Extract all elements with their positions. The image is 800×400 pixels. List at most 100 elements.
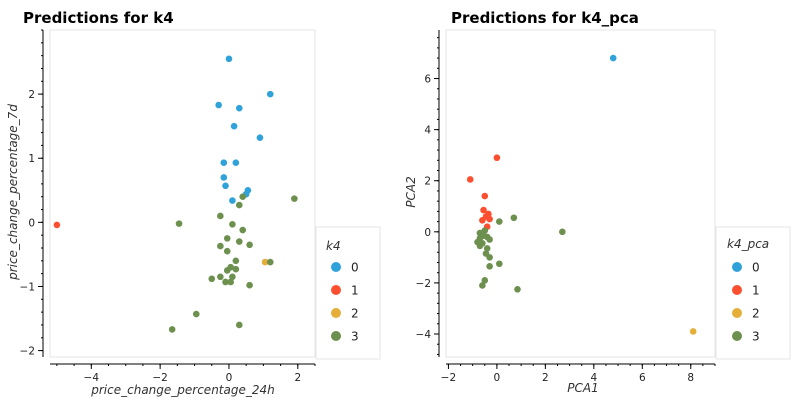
legend-item-2[interactable]: 2: [331, 307, 359, 321]
legend-item-3[interactable]: 3: [732, 330, 760, 344]
data-point-cluster-3[interactable]: [229, 273, 236, 281]
data-point-cluster-3[interactable]: [223, 235, 231, 242]
legend-label: 0: [351, 261, 359, 275]
data-point-cluster-3[interactable]: [223, 247, 231, 255]
data-point-cluster-3[interactable]: [486, 254, 493, 261]
legend-swatch: [732, 308, 742, 318]
data-point-cluster-0[interactable]: [609, 54, 617, 62]
plot-area[interactable]: [49, 29, 316, 358]
data-point-cluster-3[interactable]: [496, 218, 503, 225]
data-point-cluster-3[interactable]: [481, 227, 489, 234]
x-tick-label: −4: [84, 372, 100, 384]
legend-item-2[interactable]: 2: [732, 307, 760, 321]
y-tick-label: −2: [20, 346, 35, 358]
legend-item-1[interactable]: 1: [331, 284, 359, 298]
data-point-cluster-3[interactable]: [217, 242, 224, 250]
legend-item-0[interactable]: 0: [732, 261, 760, 275]
data-point-cluster-3[interactable]: [208, 275, 216, 283]
data-point-cluster-0[interactable]: [235, 104, 243, 112]
data-point-cluster-3[interactable]: [476, 242, 484, 250]
data-point-cluster-0[interactable]: [230, 122, 238, 130]
y-tick-label: −2: [416, 278, 431, 290]
legend-label: 1: [351, 284, 359, 298]
data-point-cluster-1[interactable]: [53, 221, 61, 229]
data-point-cluster-3[interactable]: [168, 326, 176, 333]
data-point-cluster-3[interactable]: [486, 263, 493, 270]
data-point-cluster-3[interactable]: [175, 220, 183, 227]
x-tick-label: 2: [294, 372, 301, 384]
data-point-cluster-1[interactable]: [486, 215, 493, 223]
data-point-cluster-0[interactable]: [256, 134, 264, 142]
x-tick-label: −2: [441, 372, 456, 384]
data-point-cluster-1[interactable]: [480, 206, 487, 214]
data-point-cluster-3[interactable]: [559, 228, 566, 236]
data-point-cluster-0[interactable]: [225, 55, 233, 63]
data-point-cluster-3[interactable]: [223, 267, 231, 274]
scatter-plot-k4-pca: Predictions for k4_pca PCA1 PCA2 k4_pca …: [404, 9, 791, 395]
legend-label: 3: [752, 330, 760, 344]
data-point-cluster-3[interactable]: [235, 238, 243, 245]
data-point-cluster-3[interactable]: [246, 281, 253, 289]
x-tick-label: 2: [542, 372, 549, 384]
data-point-cluster-0[interactable]: [222, 182, 229, 190]
data-point-cluster-3[interactable]: [496, 260, 503, 268]
data-point-cluster-3[interactable]: [510, 214, 518, 222]
legend-label: 3: [351, 330, 359, 344]
y-tick-label: −4: [416, 329, 432, 341]
data-point-cluster-0[interactable]: [220, 174, 228, 181]
data-point-cluster-3[interactable]: [246, 241, 253, 249]
data-point-cluster-3[interactable]: [291, 195, 298, 202]
data-point-cluster-3[interactable]: [514, 286, 521, 293]
data-point-cluster-3[interactable]: [266, 258, 274, 266]
x-tick-label: 0: [494, 372, 501, 384]
data-point-cluster-1[interactable]: [481, 192, 489, 200]
data-point-cluster-0[interactable]: [232, 159, 240, 167]
data-point-cluster-3[interactable]: [481, 277, 489, 284]
data-point-cluster-3[interactable]: [239, 226, 247, 234]
legend-label: 2: [351, 307, 359, 321]
data-point-cluster-3[interactable]: [232, 257, 240, 265]
data-point-cluster-1[interactable]: [479, 217, 486, 224]
data-point-cluster-3[interactable]: [479, 282, 486, 289]
y-tick-label: 1: [28, 153, 35, 165]
plot-frame: [49, 29, 316, 358]
data-point-cluster-3[interactable]: [217, 212, 224, 220]
data-point-cluster-3[interactable]: [232, 265, 240, 273]
data-point-cluster-1[interactable]: [493, 154, 501, 162]
data-point-cluster-0[interactable]: [215, 101, 222, 109]
legend-item-1[interactable]: 1: [732, 284, 760, 298]
data-point-cluster-3[interactable]: [483, 245, 491, 252]
legend-swatch: [732, 331, 742, 341]
y-tick-label: −1: [20, 281, 35, 293]
data-point-cluster-2[interactable]: [689, 328, 697, 335]
data-point-cluster-3[interactable]: [235, 321, 243, 329]
legend: k4 0 1 2 3: [315, 226, 381, 360]
data-point-cluster-2[interactable]: [261, 258, 269, 266]
plot-area[interactable]: [445, 29, 716, 358]
data-point-cluster-3[interactable]: [235, 201, 243, 209]
data-point-cluster-3[interactable]: [229, 220, 236, 228]
data-point-cluster-0[interactable]: [266, 90, 274, 98]
y-tick-label: 0: [28, 217, 35, 229]
y-tick-label: 0: [424, 227, 431, 239]
data-point-cluster-1[interactable]: [466, 176, 474, 183]
data-point-cluster-3[interactable]: [217, 273, 224, 281]
data-point-cluster-0[interactable]: [220, 159, 228, 167]
x-axis-label: price_change_percentage_24h: [90, 383, 274, 397]
legend-swatch: [331, 285, 341, 295]
y-tick-label: 2: [28, 89, 35, 101]
legend-item-3[interactable]: 3: [331, 330, 359, 344]
legend-swatch: [331, 331, 341, 341]
legend-swatch: [331, 262, 341, 272]
x-tick-label: 6: [639, 372, 646, 384]
data-point-cluster-0[interactable]: [229, 197, 236, 204]
legend-item-0[interactable]: 0: [331, 261, 359, 275]
chart-title: Predictions for k4: [23, 9, 174, 27]
y-tick-label: 6: [424, 74, 431, 86]
data-point-cluster-3[interactable]: [222, 278, 229, 286]
data-point-cluster-3[interactable]: [192, 310, 200, 318]
data-point-cluster-3[interactable]: [227, 278, 234, 286]
y-axis-label: PCA2: [404, 176, 418, 207]
data-point-cluster-3[interactable]: [239, 193, 247, 201]
data-point-cluster-3[interactable]: [486, 236, 493, 243]
